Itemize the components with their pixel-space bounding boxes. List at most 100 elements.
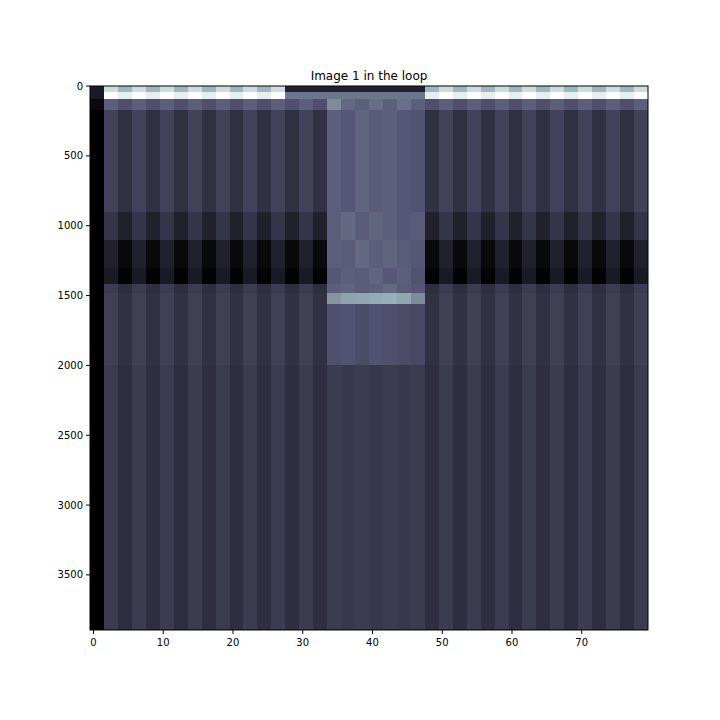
cell xyxy=(118,110,132,212)
cell xyxy=(341,92,355,99)
cell xyxy=(160,304,174,366)
cell xyxy=(188,365,202,630)
cell xyxy=(634,365,648,630)
cell xyxy=(132,86,146,92)
cell xyxy=(453,86,467,92)
cell xyxy=(495,365,509,630)
cell xyxy=(243,110,257,212)
cell xyxy=(564,86,578,92)
cell xyxy=(313,240,327,268)
cell xyxy=(481,365,495,630)
cell xyxy=(299,212,313,240)
cell xyxy=(285,86,299,92)
cell xyxy=(550,240,564,268)
cell xyxy=(341,240,355,268)
cell xyxy=(509,268,523,285)
cell xyxy=(606,212,620,240)
cell xyxy=(327,86,341,92)
y-tick-label: 2000 xyxy=(58,360,83,371)
cell xyxy=(481,284,495,293)
cell xyxy=(536,268,550,285)
cell xyxy=(174,284,188,293)
cell xyxy=(341,365,355,630)
cell xyxy=(634,304,648,366)
x-tick-label: 60 xyxy=(506,637,519,648)
x-tick xyxy=(511,630,512,634)
cell xyxy=(564,99,578,111)
x-tick xyxy=(372,630,373,634)
cell xyxy=(564,365,578,630)
cell xyxy=(132,293,146,305)
cell xyxy=(550,268,564,285)
cell xyxy=(592,110,606,212)
cell xyxy=(327,293,341,305)
cell xyxy=(216,284,230,293)
cell xyxy=(536,293,550,305)
cell xyxy=(369,365,383,630)
cell xyxy=(564,92,578,99)
cell xyxy=(90,304,104,366)
cell xyxy=(355,268,369,285)
cell xyxy=(188,92,202,99)
cell xyxy=(188,99,202,111)
cell xyxy=(132,212,146,240)
cell xyxy=(439,240,453,268)
cell xyxy=(411,304,425,366)
cell xyxy=(355,99,369,111)
cell xyxy=(257,304,271,366)
cell xyxy=(522,110,536,212)
y-tick xyxy=(86,86,90,87)
cell xyxy=(467,293,481,305)
cell xyxy=(118,268,132,285)
cell xyxy=(536,99,550,111)
x-tick-label: 0 xyxy=(90,637,96,648)
cell xyxy=(104,240,118,268)
cell xyxy=(509,293,523,305)
cell xyxy=(355,304,369,366)
cell xyxy=(634,268,648,285)
cell xyxy=(146,86,160,92)
cell xyxy=(620,284,634,293)
y-tick-label: 2500 xyxy=(58,430,83,441)
cell xyxy=(299,304,313,366)
cell xyxy=(341,293,355,305)
cell xyxy=(383,110,397,212)
cell xyxy=(243,86,257,92)
cell xyxy=(397,99,411,111)
cell xyxy=(634,110,648,212)
cells xyxy=(90,86,648,630)
cell xyxy=(243,212,257,240)
cell xyxy=(188,268,202,285)
cell xyxy=(578,92,592,99)
cell xyxy=(285,92,299,99)
cell xyxy=(299,240,313,268)
cell xyxy=(243,99,257,111)
cell xyxy=(425,268,439,285)
cell xyxy=(299,268,313,285)
cell xyxy=(634,99,648,111)
cell xyxy=(146,212,160,240)
cell xyxy=(271,92,285,99)
cell xyxy=(355,92,369,99)
cell xyxy=(90,99,104,111)
cell xyxy=(174,240,188,268)
y-tick-label: 3500 xyxy=(58,569,83,580)
cell xyxy=(188,86,202,92)
cell xyxy=(536,304,550,366)
cell xyxy=(439,284,453,293)
cell xyxy=(230,240,244,268)
cell xyxy=(313,268,327,285)
cell xyxy=(132,268,146,285)
cell xyxy=(341,99,355,111)
cell xyxy=(620,212,634,240)
cell xyxy=(495,284,509,293)
cell xyxy=(509,99,523,111)
cell xyxy=(509,86,523,92)
cell xyxy=(174,293,188,305)
cell xyxy=(578,240,592,268)
cell xyxy=(271,284,285,293)
cell xyxy=(202,365,216,630)
cell xyxy=(411,212,425,240)
cell xyxy=(411,240,425,268)
cell xyxy=(174,365,188,630)
